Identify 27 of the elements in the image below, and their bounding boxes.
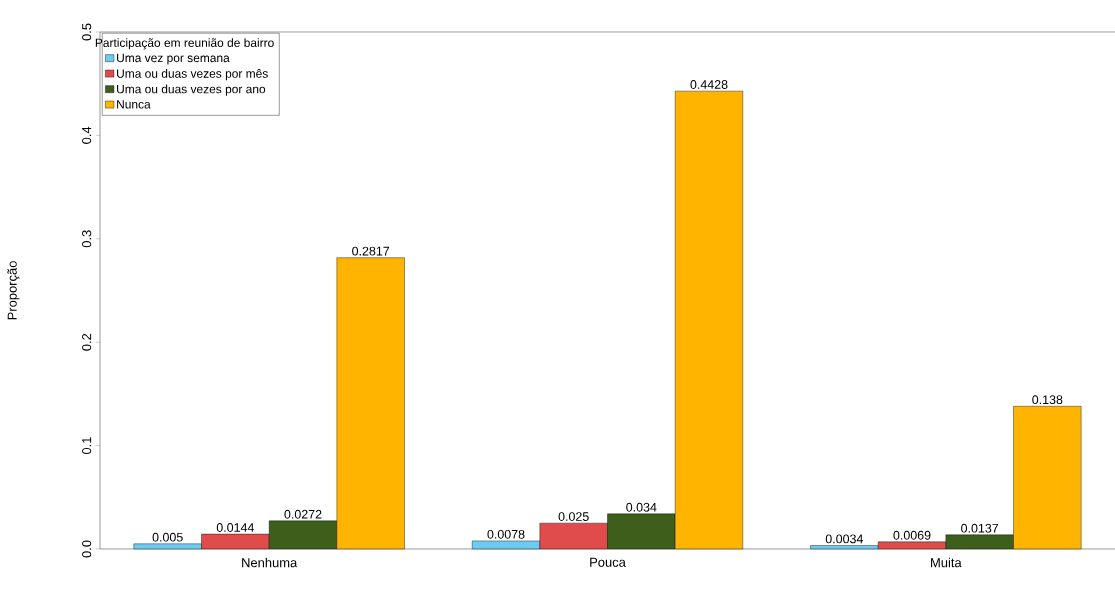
data-label: 0.005 bbox=[152, 532, 183, 542]
data-label: 0.4428 bbox=[690, 80, 728, 89]
legend-label: Uma ou duas vezes por ano bbox=[117, 84, 266, 96]
y-tick-label: 0.0 bbox=[82, 540, 92, 558]
data-label: 0.0069 bbox=[893, 530, 931, 540]
data-label: 0.0144 bbox=[216, 523, 255, 532]
y-tick-label: 0.5 bbox=[82, 23, 92, 41]
y-axis-title: Proporção bbox=[7, 261, 20, 320]
y-tick-label: 0.2 bbox=[82, 333, 92, 351]
y-tick-label: 0.4 bbox=[82, 126, 92, 144]
data-label: 0.0034 bbox=[825, 534, 864, 544]
legend-label: Nunca bbox=[117, 100, 151, 109]
legend-title: Participação em reunião de bairro bbox=[95, 38, 274, 50]
data-label: 0.0272 bbox=[284, 509, 322, 519]
x-tick-label: Nenhuma bbox=[242, 557, 298, 568]
data-label: 0.2817 bbox=[352, 246, 390, 256]
x-tick-label: Pouca bbox=[590, 557, 626, 567]
data-label: 0.034 bbox=[626, 502, 657, 512]
data-label: 0.138 bbox=[1032, 395, 1063, 405]
data-label: 0.0078 bbox=[487, 529, 525, 539]
data-label: 0.0137 bbox=[961, 523, 999, 533]
y-tick-label: 0.1 bbox=[82, 437, 92, 455]
x-tick-label: Muita bbox=[931, 557, 962, 568]
legend-label: Uma vez por semana bbox=[117, 53, 230, 65]
legend-label: Uma ou duas vezes por mês bbox=[117, 68, 268, 81]
data-label: 0.025 bbox=[558, 512, 589, 521]
y-tick-label: 0.3 bbox=[82, 230, 92, 248]
